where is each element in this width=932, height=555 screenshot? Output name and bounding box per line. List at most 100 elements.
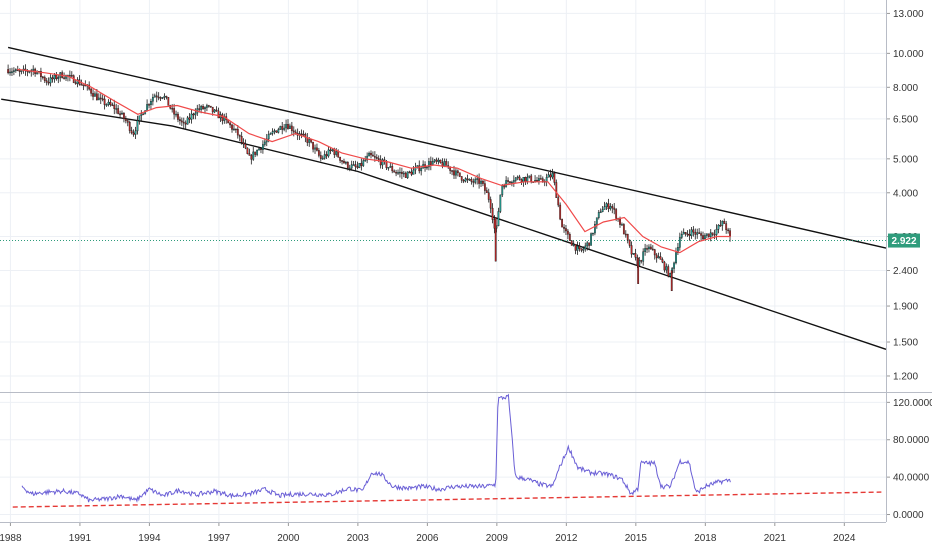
- candle-body: [358, 162, 361, 168]
- candle-body: [563, 226, 565, 229]
- candle-body: [402, 172, 405, 175]
- candle-body: [63, 77, 65, 79]
- candle-body: [273, 130, 276, 132]
- candle-body: [561, 218, 563, 228]
- candle-body: [526, 176, 529, 182]
- y-tick-label: 6.500: [893, 114, 918, 125]
- candle-body: [670, 270, 673, 292]
- candle-body: [11, 71, 13, 73]
- candle-body: [630, 245, 633, 255]
- candle-body: [271, 131, 274, 134]
- candle-body: [520, 179, 523, 182]
- candle-body: [443, 161, 446, 167]
- candle-body: [673, 262, 675, 269]
- candle-body: [221, 114, 224, 121]
- candle-body: [468, 179, 471, 181]
- candle-body: [578, 245, 581, 249]
- candle-body: [43, 77, 46, 81]
- candle-body: [94, 93, 96, 97]
- candle-body: [202, 106, 204, 110]
- y-tick-label: 1.200: [893, 371, 918, 382]
- candle-body: [431, 161, 434, 165]
- candle-body: [590, 233, 592, 246]
- candle-body: [364, 159, 367, 162]
- candle-body: [244, 143, 247, 149]
- candle-body: [549, 174, 552, 178]
- y-tick-label: 4.000: [893, 188, 918, 199]
- last-price-label: 2.922: [891, 236, 916, 247]
- candle-body: [238, 134, 241, 137]
- channel-upper-line[interactable]: [7, 46, 887, 249]
- candle-body: [601, 209, 604, 213]
- candle-body: [377, 158, 380, 160]
- candle-body: [576, 245, 579, 251]
- candle-body: [113, 104, 116, 109]
- candle-body: [509, 181, 511, 183]
- candle-body: [292, 130, 295, 133]
- candle-body: [128, 121, 131, 131]
- candle-body: [456, 170, 459, 173]
- y-tick-label: 13.000: [893, 9, 924, 20]
- candle-body: [640, 260, 643, 262]
- candle-body: [7, 69, 10, 74]
- candle-body: [609, 206, 612, 209]
- candle-body: [717, 224, 720, 230]
- candle-body: [12, 70, 15, 72]
- candle-body: [348, 167, 351, 170]
- indicator-trendline[interactable]: [12, 491, 882, 508]
- candle-body: [134, 130, 137, 135]
- candle-body: [399, 171, 401, 174]
- candle-body: [688, 234, 691, 236]
- candle-body: [547, 174, 550, 178]
- candle-body: [607, 203, 610, 209]
- candle-body: [90, 88, 93, 94]
- candle-body: [451, 170, 453, 172]
- candle-body: [111, 104, 114, 107]
- candle-body: [435, 159, 438, 162]
- candle-body: [317, 150, 320, 156]
- candle-body: [420, 168, 423, 172]
- candle-body: [184, 122, 187, 125]
- x-tick-label: 1988: [0, 533, 22, 544]
- candle-body: [277, 129, 280, 133]
- candle-body: [248, 153, 251, 156]
- candle-body: [499, 194, 502, 212]
- candle-body: [360, 162, 363, 166]
- candle-body: [653, 249, 656, 256]
- candle-body: [624, 233, 627, 236]
- candle-body: [404, 172, 407, 178]
- candle-body: [236, 128, 239, 136]
- candle-body: [460, 176, 463, 181]
- candle-body: [198, 108, 201, 110]
- candle-body: [480, 180, 482, 184]
- candle-body: [599, 211, 602, 214]
- candle-body: [97, 97, 100, 101]
- candle-body: [487, 192, 490, 200]
- candle-body: [709, 232, 712, 237]
- candle-body: [327, 149, 330, 157]
- candle-body: [260, 148, 262, 150]
- candle-body: [331, 149, 334, 151]
- candle-body: [429, 161, 432, 165]
- candle-body: [445, 161, 448, 166]
- candle-body: [437, 159, 440, 162]
- candle-body: [634, 253, 637, 258]
- candle-body: [368, 152, 370, 157]
- candle-body: [119, 113, 121, 115]
- candle-body: [53, 74, 56, 80]
- x-tick-label: 2009: [486, 533, 509, 544]
- candle-body: [516, 176, 519, 179]
- candle-body: [455, 170, 457, 176]
- y-tick-label: 8.000: [893, 83, 918, 94]
- channel-lower-line[interactable]: [1, 98, 887, 350]
- candle-body: [109, 101, 112, 106]
- candle-body: [501, 185, 504, 196]
- candle-body: [343, 160, 345, 164]
- candle-body: [136, 120, 139, 132]
- candle-body: [289, 125, 291, 129]
- indicator-layer: [12, 393, 882, 508]
- x-tick-label: 2024: [833, 533, 856, 544]
- candle-body: [642, 251, 645, 262]
- candle-body: [356, 166, 359, 168]
- candle-body: [146, 104, 148, 111]
